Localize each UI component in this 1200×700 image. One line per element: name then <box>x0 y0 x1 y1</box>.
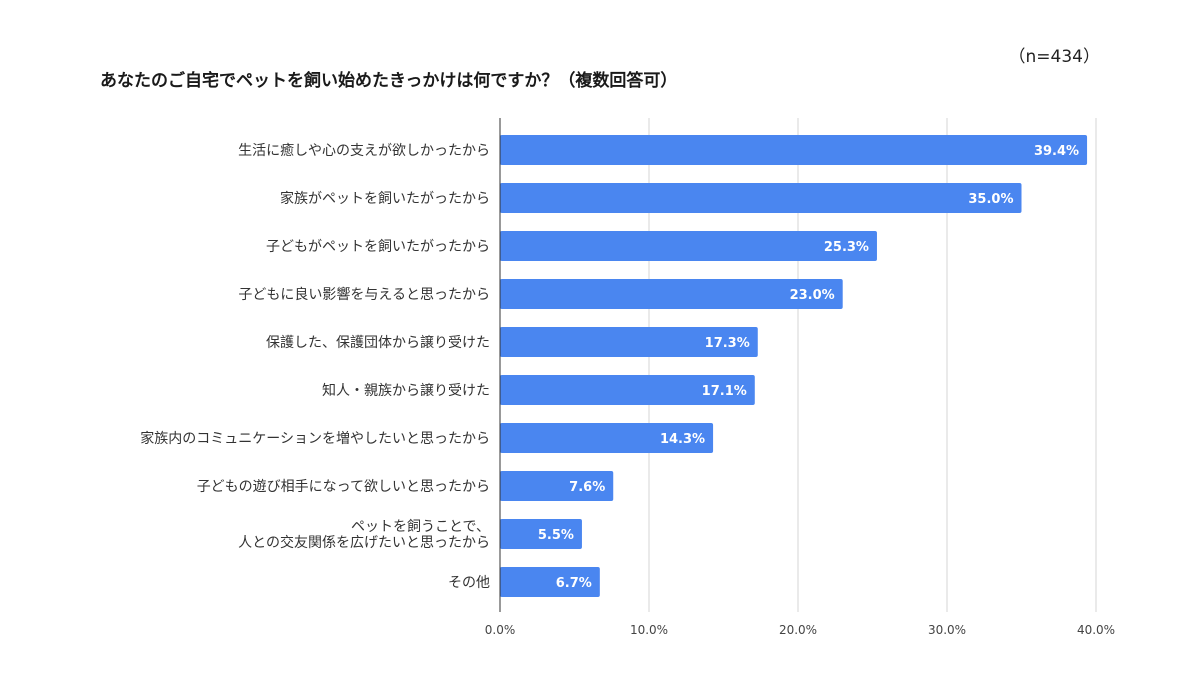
category-label: 子どもに良い影響を与えると思ったから <box>238 286 490 303</box>
bar-value-label: 35.0% <box>968 192 1013 207</box>
category-label: ペットを飼うことで、 <box>351 519 490 535</box>
bar-value-label: 25.3% <box>824 240 869 255</box>
bar <box>500 231 877 261</box>
category-labels: 生活に癒しや心の支えが欲しかったから家族がペットを飼いたがったから子どもがペット… <box>140 143 490 591</box>
bar-value-label: 17.3% <box>705 336 750 351</box>
bar-value-label: 17.1% <box>702 384 747 399</box>
x-tick-label: 30.0% <box>928 623 966 637</box>
category-label: 子どもがペットを飼いたがったから <box>266 239 490 255</box>
bar-value-label: 14.3% <box>660 432 705 447</box>
bar-value-label: 5.5% <box>538 528 574 543</box>
category-label: 子どもの遊び相手になって欲しいと思ったから <box>197 479 490 495</box>
bar <box>500 375 755 405</box>
x-tick-label: 40.0% <box>1077 623 1115 637</box>
bar <box>500 135 1088 165</box>
category-label: 家族がペットを飼いたがったから <box>280 190 490 207</box>
category-label: 保護した、保護団体から譲り受けた <box>266 335 490 351</box>
bar <box>500 519 582 549</box>
x-tick-label: 0.0% <box>485 623 516 637</box>
x-tick-label: 10.0% <box>630 623 668 637</box>
category-label: 知人・親族から譲り受けた <box>322 382 490 399</box>
bar-value-label: 7.6% <box>569 480 605 495</box>
category-label: 家族内のコミュニケーションを増やしたいと思ったから <box>140 430 490 447</box>
bar <box>500 471 614 501</box>
x-axis-ticks: 0.0% 10.0% 20.0% 30.0% 40.0% <box>485 623 1115 637</box>
bar <box>500 327 758 357</box>
bars: 39.4% 35.0% 25.3% 23.0% 17.3% 17.1% 14.3% 7.6% 5… <box>500 135 1088 597</box>
bar <box>500 567 600 597</box>
sample-size-label: （n=434） <box>1009 47 1100 67</box>
bar-value-label: 39.4% <box>1034 144 1079 159</box>
x-tick-label: 20.0% <box>779 623 817 637</box>
category-label: その他 <box>448 575 490 591</box>
chart-title: あなたのご自宅でペットを飼い始めたきっかけは何ですか？（複数回答可） <box>100 70 677 91</box>
bar <box>500 423 714 453</box>
bar <box>500 183 1022 213</box>
bar-value-label: 23.0% <box>790 288 835 303</box>
category-label: 生活に癒しや心の支えが欲しかったから <box>238 143 490 159</box>
category-label: 人との交友関係を広げたいと思ったから <box>238 534 490 551</box>
bar <box>500 279 843 309</box>
bar-value-label: 6.7% <box>556 576 592 591</box>
